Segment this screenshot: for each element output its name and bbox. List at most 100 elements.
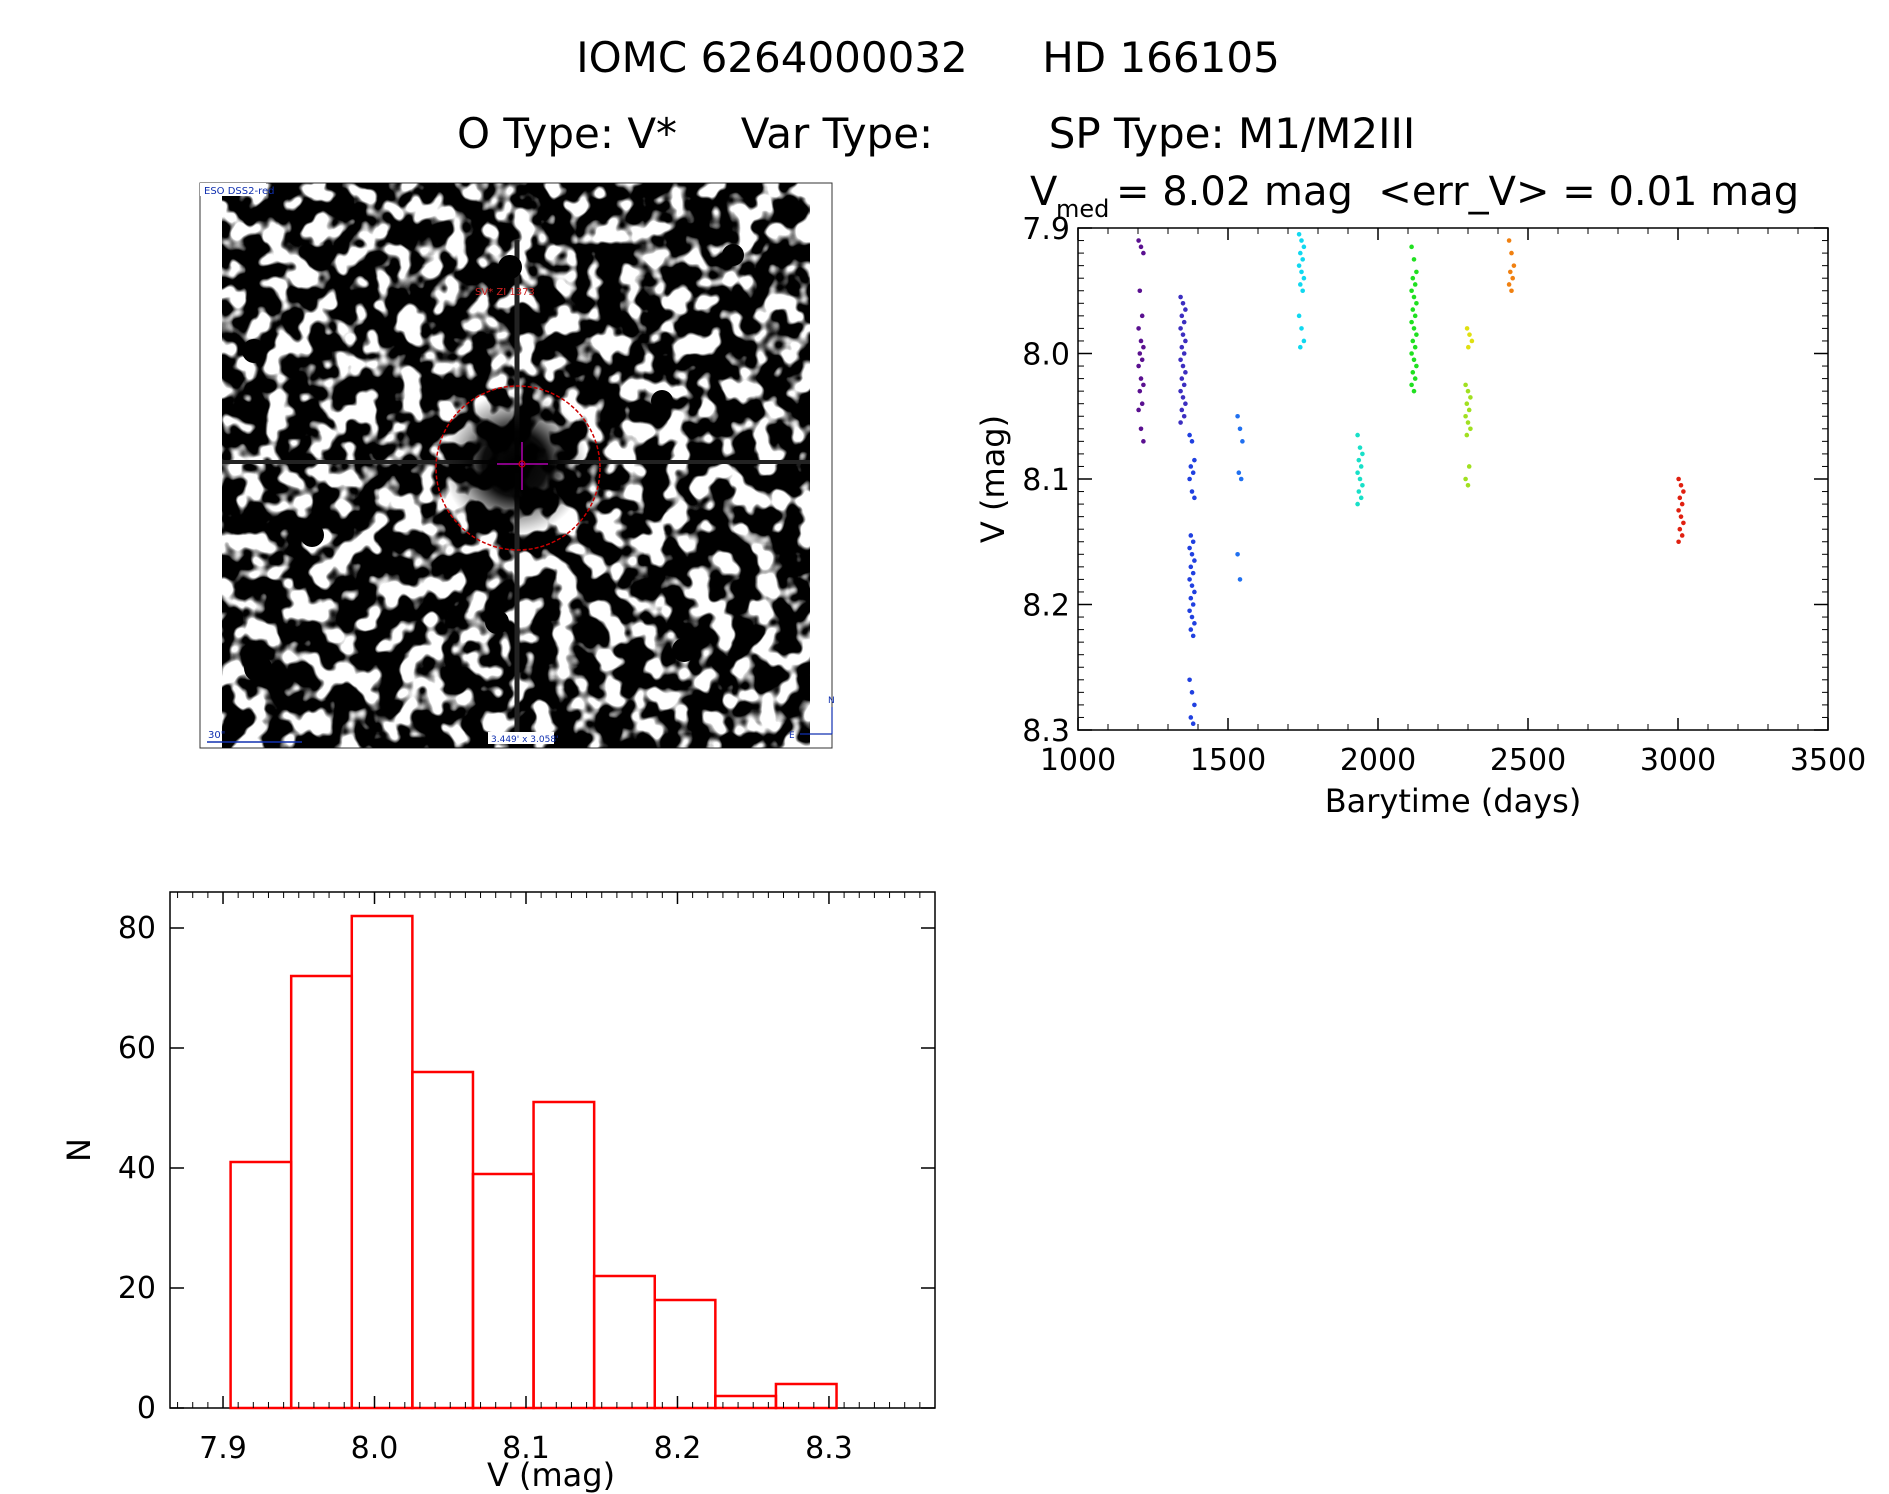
hist-xtick-label: 8.1: [502, 1431, 550, 1466]
lc-data-point: [1465, 482, 1471, 488]
lc-data-point: [1180, 332, 1186, 337]
lc-data-point: [1178, 326, 1183, 331]
lc-data-point: [1677, 526, 1683, 532]
lc-data-point: [1180, 395, 1186, 400]
lc-data-point: [1412, 376, 1418, 381]
histogram-bar: [350, 914, 414, 1410]
lc-data-point: [1355, 432, 1360, 438]
lc-data-point: [1414, 332, 1419, 337]
lc-data-point: [1510, 275, 1515, 281]
lc-data-point: [1463, 476, 1468, 482]
lc-data-point: [1179, 407, 1185, 413]
lc-data-point: [1189, 439, 1195, 444]
lc-data-point: [1141, 439, 1146, 444]
lc-data-point: [1414, 269, 1419, 275]
fov-label: 3.449' x 3.058': [491, 735, 559, 745]
lc-data-point: [1679, 501, 1685, 507]
lc-data-point: [1192, 702, 1197, 708]
lc-data-point: [1235, 552, 1240, 557]
lc-data-point: [1679, 533, 1685, 538]
lc-data-point: [1299, 269, 1304, 275]
lc-data-point: [1357, 476, 1363, 482]
lc-data-point: [1678, 514, 1684, 519]
lc-data-point: [1179, 344, 1185, 350]
survey-label: ESO DSS2-red: [204, 186, 274, 197]
field-star: [651, 390, 673, 412]
lc-data-point: [1360, 482, 1365, 488]
lc-data-point: [1506, 238, 1512, 243]
lc-data-point: [1410, 307, 1416, 312]
lc-data-point: [1188, 627, 1194, 632]
hist-ytick-label: 0: [137, 1391, 156, 1426]
lc-data-point: [1355, 470, 1360, 476]
lc-xtick-label: 3000: [1640, 743, 1716, 778]
lc-data-point: [1188, 564, 1194, 570]
spectral-type: SP Type: M1/M2III: [1049, 109, 1416, 158]
field-star: [498, 255, 522, 279]
field-star: [300, 523, 324, 547]
lc-data-point: [1409, 288, 1414, 294]
compass-icon: [800, 707, 833, 735]
histogram-xlabel: V (mag): [487, 1456, 615, 1494]
lc-data-point: [1187, 545, 1192, 551]
lc-data-point: [1189, 583, 1195, 588]
lc-data-point: [1508, 269, 1513, 275]
lc-data-point: [1414, 363, 1419, 369]
lc-data-point: [1136, 238, 1141, 243]
lc-data-point: [1136, 326, 1141, 331]
lc-data-point: [1137, 388, 1143, 394]
hist-xtick-label: 7.9: [199, 1431, 247, 1466]
lc-data-point: [1298, 250, 1303, 256]
lc-data-point: [1511, 263, 1517, 268]
lc-data-point: [1298, 282, 1303, 287]
variability-type: Var Type:: [741, 109, 933, 158]
lc-data-point: [1411, 357, 1417, 363]
lc-data-point: [1138, 338, 1144, 344]
lc-data-point: [1238, 476, 1244, 482]
histogram-bar: [289, 974, 354, 1410]
lc-data-point: [1189, 552, 1195, 557]
lc-xtick-label: 3500: [1790, 743, 1866, 778]
field-star: [244, 654, 272, 682]
lc-data-point: [1237, 577, 1243, 582]
lc-xtick-label: 2500: [1490, 743, 1566, 778]
lc-data-point: [1410, 275, 1416, 281]
light-curve-ticks: 1000 1500 2000 2500 3000 3500 7.9 8.0 8.1 8.2 8.3: [1022, 212, 1866, 778]
lc-data-point: [1410, 370, 1416, 375]
lc-data-point: [1506, 282, 1512, 287]
lc-data-point: [1411, 294, 1417, 300]
lc-data-point: [1183, 338, 1188, 344]
lc-ytick-label: 7.9: [1022, 212, 1070, 247]
lc-data-point: [1676, 508, 1681, 513]
lc-data-point: [1301, 275, 1307, 281]
histogram-bar: [532, 1100, 596, 1410]
hist-ytick-label: 60: [118, 1031, 156, 1066]
lc-data-point: [1411, 326, 1417, 331]
lc-data-point: [1192, 495, 1197, 501]
vmed-symbol: V: [1030, 169, 1058, 215]
lc-data-point: [1187, 677, 1192, 683]
lc-data-point: [1358, 464, 1364, 469]
object-label: SV* ZI 1373: [475, 287, 535, 298]
lc-data-point: [1141, 250, 1146, 256]
lc-data-point: [1236, 470, 1242, 476]
lc-data-point: [1677, 495, 1683, 501]
lc-data-point: [1180, 301, 1186, 306]
hist-ytick-label: 80: [118, 911, 156, 946]
lc-data-point: [1190, 633, 1196, 639]
lc-data-point: [1138, 376, 1144, 381]
histogram-bar: [411, 1070, 475, 1410]
lc-data-point: [1360, 451, 1365, 457]
lc-data-point: [1237, 426, 1243, 432]
lc-data-point: [1178, 357, 1183, 363]
hist-ytick-label: 40: [118, 1151, 156, 1186]
histogram-ticks: 7.9 8.0 8.1 8.2 8.3 0 20 40 60 80: [118, 892, 935, 1466]
stats-line: V med = 8.02 mag <err_V> = 0.01 mag: [1030, 169, 1799, 223]
lc-data-point: [1355, 501, 1360, 507]
lc-data-point: [1463, 382, 1468, 388]
object-type: O Type: V*: [457, 109, 677, 158]
lc-data-point: [1188, 715, 1194, 720]
lc-data-point: [1178, 294, 1183, 300]
lc-data-point: [1678, 482, 1684, 488]
lc-data-point: [1356, 489, 1362, 494]
